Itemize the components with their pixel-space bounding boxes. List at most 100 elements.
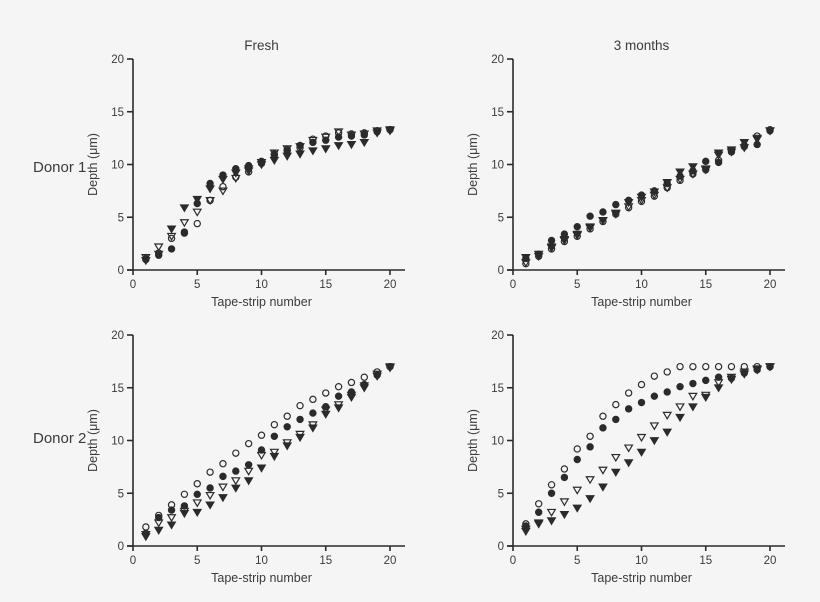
filled-triangle-down-marker [623,199,634,208]
open-circle-marker [689,362,697,371]
x-axis-label: Tape-strip number [591,295,692,309]
open-circle-marker [702,362,710,371]
open-circle-marker [309,395,317,404]
x-tick-label: 10 [255,279,268,291]
y-tick-label: 15 [491,383,504,395]
filled-circle-marker [547,236,556,245]
open-circle-marker [257,431,266,439]
filled-triangle-down-marker [282,152,293,161]
x-tick-label: 20 [764,279,777,291]
filled-triangle-down-marker [713,384,724,393]
open-triangle-down-marker [636,433,647,443]
filled-triangle-down-marker [256,464,267,473]
filled-circle-marker [714,158,723,167]
open-triangle-down-marker [320,406,331,415]
open-circle-marker [193,219,201,228]
filled-triangle-down-marker [533,520,544,529]
filled-circle-marker [560,473,569,482]
filled-circle-marker [219,472,227,481]
filled-triangle-down-marker [649,188,660,197]
filled-circle-marker [586,443,594,451]
open-triangle-down-marker [546,508,557,518]
filled-triangle-down-marker [662,428,673,437]
filled-triangle-down-marker [559,236,570,245]
filled-circle-marker [547,489,556,497]
y-axis-label: Depth (μm) [86,409,100,472]
open-triangle-down-marker [675,403,685,412]
column-title: 3 months [614,38,670,53]
filled-triangle-down-marker [230,484,241,493]
y-tick-label: 10 [111,436,124,448]
y-axis-label: Depth (μm) [466,409,480,472]
filled-triangle-down-marker [308,147,318,156]
filled-circle-marker [257,446,266,454]
open-circle-marker [167,234,176,243]
x-tick-label: 20 [384,279,397,291]
filled-triangle-down-marker [572,230,583,239]
y-tick-label: 5 [118,488,124,500]
filled-circle-marker [309,409,317,417]
filled-triangle-down-marker [688,163,698,172]
x-tick-label: 0 [130,279,136,291]
filled-circle-marker [270,432,279,440]
filled-triangle-down-marker [308,424,318,433]
filled-triangle-down-marker [675,413,685,423]
open-triangle-down-marker [282,145,293,154]
open-triangle-down-marker [333,128,344,137]
filled-circle-marker [573,455,581,464]
open-triangle-down-marker [243,467,254,476]
filled-triangle-down-marker [269,156,280,166]
open-circle-marker [637,380,646,389]
y-tick-label: 10 [111,160,124,172]
filled-circle-marker [232,467,240,475]
open-triangle-down-marker [269,448,280,457]
filled-triangle-down-marker [623,459,634,468]
filled-circle-marker [573,223,581,231]
open-circle-marker [650,372,659,380]
filled-circle-marker [154,513,163,522]
filled-triangle-down-marker [333,404,344,413]
filled-circle-marker [650,392,659,400]
open-triangle-down-marker [218,187,228,196]
filled-circle-marker [599,424,607,432]
filled-circle-marker [612,415,620,424]
open-triangle-down-marker [192,499,203,508]
filled-triangle-down-marker [752,135,763,144]
open-triangle-down-marker [230,477,241,486]
open-triangle-down-marker [713,379,724,388]
x-tick-label: 10 [255,555,268,567]
filled-triangle-down-marker [153,526,164,535]
filled-triangle-down-marker [765,127,775,136]
filled-triangle-down-marker [153,250,164,259]
y-tick-label: 0 [498,265,504,277]
filled-triangle-down-marker [192,508,203,518]
filled-triangle-down-marker [346,141,357,150]
open-circle-marker [573,445,581,453]
open-circle-marker [193,480,201,488]
filled-triangle-down-marker [610,209,621,218]
filled-circle-marker [244,461,253,469]
open-circle-marker [232,449,240,457]
filled-triangle-down-marker [218,175,228,185]
filled-triangle-down-marker [700,393,711,403]
open-circle-marker [663,368,671,376]
filled-circle-marker [180,228,189,236]
open-circle-marker [560,465,569,473]
filled-triangle-down-marker [739,370,750,379]
filled-triangle-down-marker [585,223,595,232]
open-triangle-down-marker [346,131,357,140]
filled-triangle-down-marker [636,448,647,457]
row-label-donor-1: Donor 1 [33,159,87,176]
filled-triangle-down-marker [585,495,595,504]
x-tick-label: 15 [699,555,712,567]
filled-circle-marker [180,502,189,510]
open-circle-marker [727,362,736,371]
x-tick-label: 15 [319,279,332,291]
filled-triangle-down-marker [269,452,280,462]
filled-triangle-down-marker [662,179,673,188]
filled-triangle-down-marker [385,364,395,373]
open-triangle-down-marker [559,498,570,507]
filled-triangle-down-marker [546,243,557,252]
filled-circle-marker [714,373,723,381]
y-tick-label: 20 [111,330,124,342]
